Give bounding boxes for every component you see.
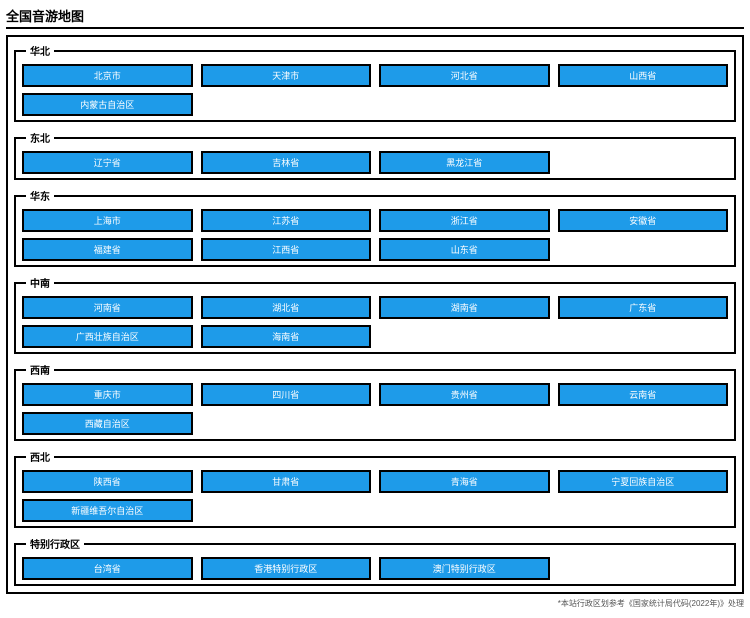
region-group: 华东上海市江苏省浙江省安徽省福建省江西省山东省 bbox=[14, 188, 736, 267]
page-title: 全国音游地图 bbox=[6, 6, 744, 29]
province-button[interactable]: 台湾省 bbox=[22, 557, 193, 580]
footnote: *本站行政区划参考《国家统计局代码(2022年)》处理 bbox=[6, 598, 744, 609]
province-button[interactable]: 贵州省 bbox=[379, 383, 550, 406]
region-group: 中南河南省湖北省湖南省广东省广西壮族自治区海南省 bbox=[14, 275, 736, 354]
province-button[interactable]: 安徽省 bbox=[558, 209, 729, 232]
region-legend: 华北 bbox=[26, 43, 54, 58]
region-group: 特别行政区台湾省香港特别行政区澳门特别行政区 bbox=[14, 536, 736, 586]
province-button[interactable]: 山西省 bbox=[558, 64, 729, 87]
province-button[interactable]: 辽宁省 bbox=[22, 151, 193, 174]
province-button[interactable]: 青海省 bbox=[379, 470, 550, 493]
province-button[interactable]: 北京市 bbox=[22, 64, 193, 87]
province-button[interactable]: 天津市 bbox=[201, 64, 372, 87]
region-legend: 中南 bbox=[26, 275, 54, 290]
province-button[interactable]: 广东省 bbox=[558, 296, 729, 319]
region-legend: 特别行政区 bbox=[26, 536, 84, 551]
province-button[interactable]: 吉林省 bbox=[201, 151, 372, 174]
province-button[interactable]: 香港特别行政区 bbox=[201, 557, 372, 580]
province-button[interactable]: 黑龙江省 bbox=[379, 151, 550, 174]
region-grid: 河南省湖北省湖南省广东省广西壮族自治区海南省 bbox=[22, 296, 728, 348]
region-grid: 北京市天津市河北省山西省内蒙古自治区 bbox=[22, 64, 728, 116]
province-button[interactable]: 河南省 bbox=[22, 296, 193, 319]
region-grid: 重庆市四川省贵州省云南省西藏自治区 bbox=[22, 383, 728, 435]
province-button[interactable]: 澳门特别行政区 bbox=[379, 557, 550, 580]
province-button[interactable]: 湖南省 bbox=[379, 296, 550, 319]
province-button[interactable]: 云南省 bbox=[558, 383, 729, 406]
region-grid: 陕西省甘肃省青海省宁夏回族自治区新疆维吾尔自治区 bbox=[22, 470, 728, 522]
region-legend: 西北 bbox=[26, 449, 54, 464]
province-button[interactable]: 江西省 bbox=[201, 238, 372, 261]
province-button[interactable]: 陕西省 bbox=[22, 470, 193, 493]
province-button[interactable]: 山东省 bbox=[379, 238, 550, 261]
province-button[interactable]: 甘肃省 bbox=[201, 470, 372, 493]
province-button[interactable]: 四川省 bbox=[201, 383, 372, 406]
region-grid: 辽宁省吉林省黑龙江省 bbox=[22, 151, 728, 174]
province-button[interactable]: 广西壮族自治区 bbox=[22, 325, 193, 348]
region-legend: 东北 bbox=[26, 130, 54, 145]
province-button[interactable]: 西藏自治区 bbox=[22, 412, 193, 435]
province-button[interactable]: 宁夏回族自治区 bbox=[558, 470, 729, 493]
province-button[interactable]: 河北省 bbox=[379, 64, 550, 87]
map-container: 华北北京市天津市河北省山西省内蒙古自治区东北辽宁省吉林省黑龙江省华东上海市江苏省… bbox=[6, 35, 744, 594]
province-button[interactable]: 江苏省 bbox=[201, 209, 372, 232]
region-legend: 华东 bbox=[26, 188, 54, 203]
region-group: 西北陕西省甘肃省青海省宁夏回族自治区新疆维吾尔自治区 bbox=[14, 449, 736, 528]
region-group: 华北北京市天津市河北省山西省内蒙古自治区 bbox=[14, 43, 736, 122]
region-group: 东北辽宁省吉林省黑龙江省 bbox=[14, 130, 736, 180]
province-button[interactable]: 新疆维吾尔自治区 bbox=[22, 499, 193, 522]
province-button[interactable]: 浙江省 bbox=[379, 209, 550, 232]
region-legend: 西南 bbox=[26, 362, 54, 377]
region-grid: 台湾省香港特别行政区澳门特别行政区 bbox=[22, 557, 728, 580]
region-group: 西南重庆市四川省贵州省云南省西藏自治区 bbox=[14, 362, 736, 441]
region-grid: 上海市江苏省浙江省安徽省福建省江西省山东省 bbox=[22, 209, 728, 261]
province-button[interactable]: 海南省 bbox=[201, 325, 372, 348]
province-button[interactable]: 福建省 bbox=[22, 238, 193, 261]
province-button[interactable]: 内蒙古自治区 bbox=[22, 93, 193, 116]
province-button[interactable]: 重庆市 bbox=[22, 383, 193, 406]
province-button[interactable]: 湖北省 bbox=[201, 296, 372, 319]
province-button[interactable]: 上海市 bbox=[22, 209, 193, 232]
